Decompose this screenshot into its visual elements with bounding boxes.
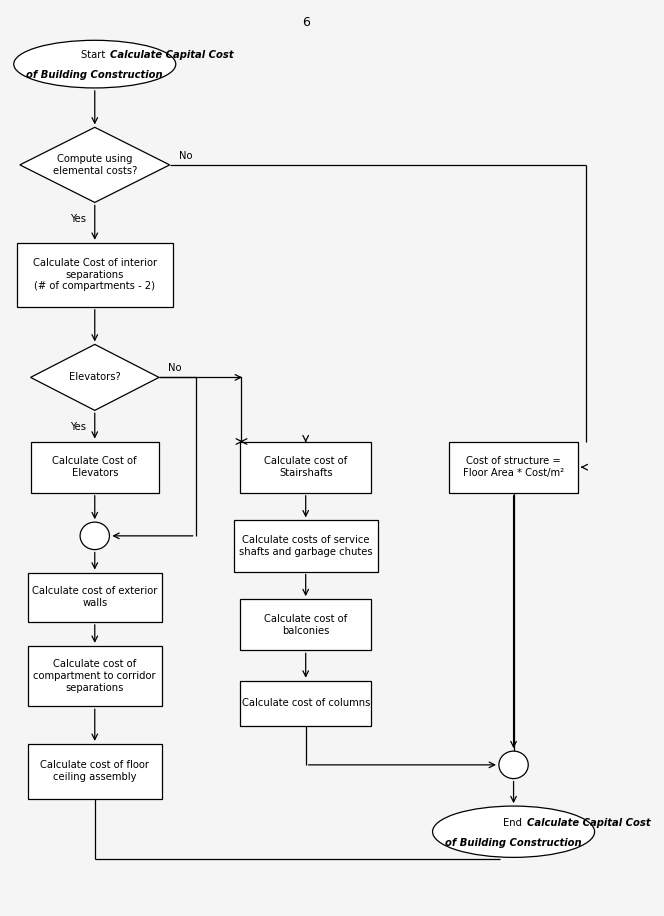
Text: No: No: [168, 364, 182, 373]
Text: Calculate Capital Cost: Calculate Capital Cost: [527, 818, 651, 827]
Ellipse shape: [432, 806, 594, 857]
Text: 6: 6: [301, 16, 309, 29]
Text: Calculate cost of columns: Calculate cost of columns: [242, 699, 370, 708]
Text: Calculate Capital Cost: Calculate Capital Cost: [110, 50, 234, 60]
Text: Calculate cost of exterior
walls: Calculate cost of exterior walls: [32, 586, 157, 608]
Text: Start: Start: [81, 50, 108, 60]
Text: Cost of structure =
Floor Area * Cost/m²: Cost of structure = Floor Area * Cost/m²: [463, 456, 564, 478]
Text: Yes: Yes: [70, 422, 86, 431]
Ellipse shape: [499, 751, 529, 779]
FancyBboxPatch shape: [17, 243, 173, 307]
Text: Calculate cost of floor
ceiling assembly: Calculate cost of floor ceiling assembly: [41, 760, 149, 782]
Text: of Building Construction: of Building Construction: [27, 71, 163, 80]
Text: Calculate cost of
balconies: Calculate cost of balconies: [264, 614, 347, 636]
FancyBboxPatch shape: [27, 744, 162, 799]
FancyBboxPatch shape: [27, 572, 162, 622]
Text: Compute using
elemental costs?: Compute using elemental costs?: [52, 154, 137, 176]
Ellipse shape: [14, 40, 176, 88]
FancyBboxPatch shape: [240, 442, 371, 493]
Text: Yes: Yes: [70, 214, 86, 224]
Polygon shape: [20, 127, 170, 202]
FancyBboxPatch shape: [240, 681, 371, 726]
Text: Calculate cost of
Stairshafts: Calculate cost of Stairshafts: [264, 456, 347, 478]
FancyBboxPatch shape: [31, 442, 159, 493]
Polygon shape: [31, 344, 159, 410]
FancyBboxPatch shape: [240, 599, 371, 650]
Text: Elevators?: Elevators?: [69, 373, 121, 382]
Text: Calculate cost of
compartment to corridor
separations: Calculate cost of compartment to corrido…: [33, 660, 156, 692]
FancyBboxPatch shape: [450, 442, 578, 493]
FancyBboxPatch shape: [234, 520, 378, 572]
Ellipse shape: [80, 522, 110, 550]
Text: Calculate Cost of interior
separations
(# of compartments - 2): Calculate Cost of interior separations (…: [33, 258, 157, 291]
Text: End: End: [503, 818, 525, 827]
Text: No: No: [179, 151, 193, 160]
Text: Calculate costs of service
shafts and garbage chutes: Calculate costs of service shafts and ga…: [239, 535, 373, 557]
Text: Calculate Cost of
Elevators: Calculate Cost of Elevators: [52, 456, 137, 478]
FancyBboxPatch shape: [27, 646, 162, 706]
Text: of Building Construction: of Building Construction: [446, 838, 582, 847]
